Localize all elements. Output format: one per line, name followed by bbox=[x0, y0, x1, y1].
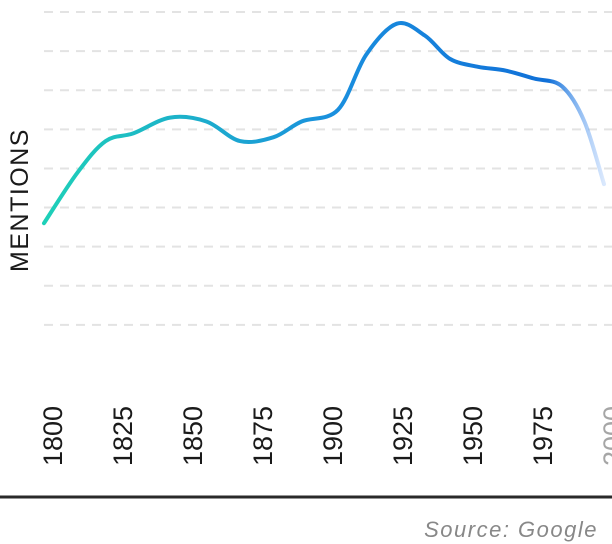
x-tick-label: 1875 bbox=[248, 406, 278, 466]
x-tick-label: 2000 bbox=[598, 406, 612, 466]
x-tick-label: 1925 bbox=[388, 406, 418, 466]
x-tick-label: 1900 bbox=[318, 406, 348, 466]
x-tick-label: 1850 bbox=[178, 406, 208, 466]
x-axis-tick-labels: 1800 1825 1850 1875 1900 1925 1950 1975 2000 bbox=[38, 406, 612, 466]
x-tick-label: 1975 bbox=[528, 406, 558, 466]
x-tick-label: 1950 bbox=[458, 406, 488, 466]
grid-lines bbox=[44, 11, 612, 326]
series-line bbox=[42, 21, 606, 226]
y-axis-label: MENTIONS bbox=[6, 128, 34, 272]
x-tick-label: 1800 bbox=[38, 406, 68, 466]
x-tick-label: 1825 bbox=[108, 406, 138, 466]
source-credit: Source: Google bbox=[424, 517, 598, 542]
